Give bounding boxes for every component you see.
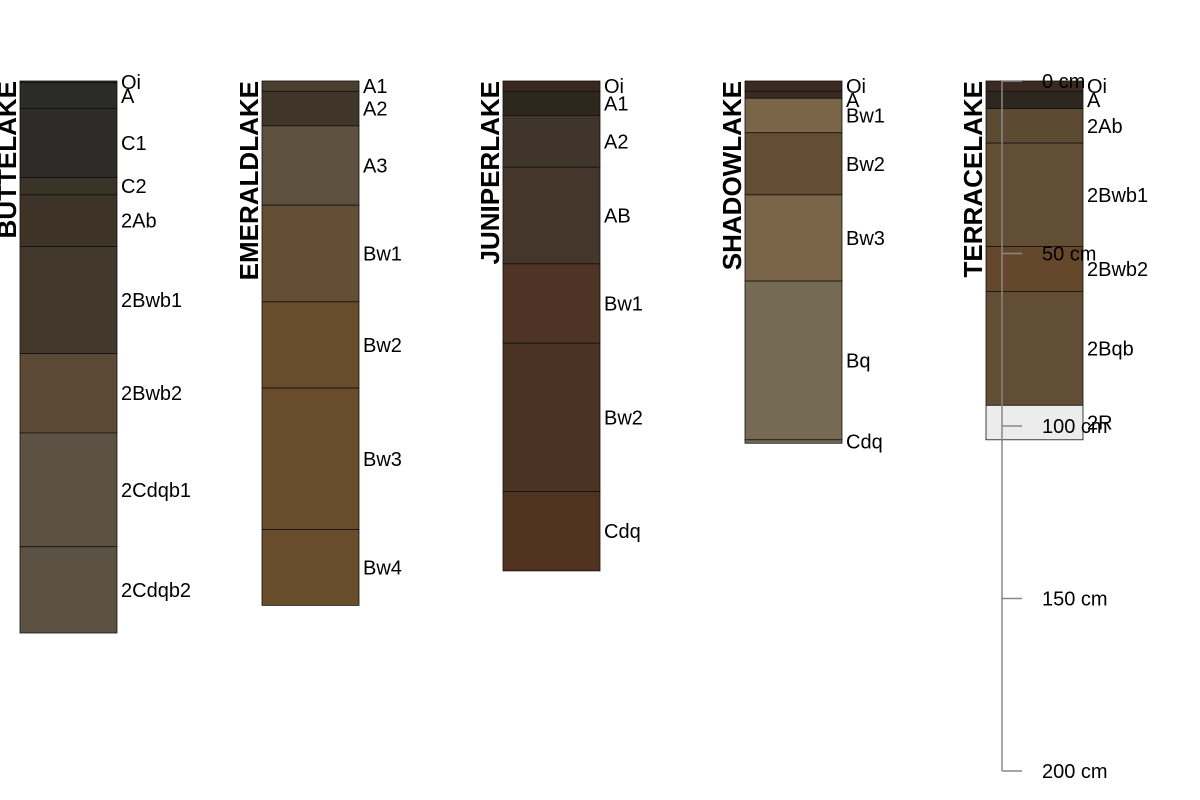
horizon-label: 2Ab <box>121 211 157 233</box>
profile-name: TERRACELAKE <box>958 81 988 277</box>
profile-name: BUTTELAKE <box>0 81 22 238</box>
horizon-shadowlake-bw2 <box>744 132 843 196</box>
horizon-emeraldlake-bw3 <box>261 387 360 530</box>
horizon-emeraldlake-a2 <box>261 90 360 127</box>
horizon-emeraldlake-bw2 <box>261 301 360 389</box>
horizon-shadowlake-bq <box>744 280 843 441</box>
horizon-label: A2 <box>363 99 387 121</box>
horizon-label: Bw2 <box>846 154 885 176</box>
horizon-label: Bw2 <box>363 335 402 357</box>
horizon-label: A <box>121 86 135 108</box>
horizon-buttelake-2bwb2 <box>19 353 118 434</box>
horizon-label: A1 <box>604 93 628 115</box>
horizon-juniperlake-bw1 <box>502 263 601 344</box>
horizon-terracelake-2bwb1 <box>985 142 1084 248</box>
horizon-shadowlake-a <box>744 90 843 99</box>
horizon-label: AB <box>604 206 631 228</box>
horizon-juniperlake-cdq <box>502 491 601 572</box>
horizon-label: 2Bwb2 <box>121 383 182 405</box>
horizon-label: Cdq <box>604 521 641 543</box>
horizon-emeraldlake-a3 <box>261 125 360 206</box>
horizon-juniperlake-a1 <box>502 90 601 116</box>
horizon-label: 2Bwb1 <box>121 290 182 312</box>
depth-tick-label: 150 cm <box>1042 589 1108 611</box>
horizon-buttelake-2cdqb2 <box>19 546 118 634</box>
horizon-label: C2 <box>121 176 147 198</box>
horizon-label: C1 <box>121 133 147 155</box>
horizon-buttelake-2bwb1 <box>19 246 118 354</box>
depth-tick-label: 100 cm <box>1042 416 1108 438</box>
horizon-label: 2Bqb <box>1087 338 1134 360</box>
horizon-emeraldlake-bw1 <box>261 204 360 303</box>
horizon-label: 2Cdqb1 <box>121 480 191 502</box>
horizon-label: Oi <box>604 76 624 98</box>
horizon-label: Bw3 <box>846 228 885 250</box>
horizon-label: 2Bwb2 <box>1087 259 1148 281</box>
horizon-juniperlake-ab <box>502 166 601 265</box>
horizon-shadowlake-bw1 <box>744 97 843 134</box>
horizon-terracelake-2ab <box>985 108 1084 144</box>
depth-tick-label: 50 cm <box>1042 244 1096 266</box>
horizon-buttelake-a <box>19 82 118 109</box>
profile-name: JUNIPERLAKE <box>475 81 505 264</box>
horizon-label: Bq <box>846 350 870 372</box>
horizon-label: Oi <box>846 76 866 98</box>
horizon-label: 2Bwb1 <box>1087 185 1148 207</box>
horizon-label: Bw4 <box>363 557 402 579</box>
profile-name: SHADOWLAKE <box>717 81 747 270</box>
horizon-buttelake-2ab <box>19 194 118 248</box>
horizon-shadowlake-cdq <box>744 439 843 444</box>
horizon-terracelake-a <box>985 90 1084 109</box>
horizon-label: Bw1 <box>363 244 402 266</box>
horizon-buttelake-c2 <box>19 177 118 196</box>
horizon-label: A3 <box>363 156 387 178</box>
profile-name: EMERALDLAKE <box>234 81 264 280</box>
horizon-label: Oi <box>121 72 141 94</box>
horizon-label: A <box>1087 90 1101 112</box>
horizon-shadowlake-bw3 <box>744 194 843 282</box>
depth-tick-label: 200 cm <box>1042 761 1108 783</box>
horizon-label: Bw1 <box>846 106 885 128</box>
horizon-emeraldlake-bw4 <box>261 529 360 606</box>
horizon-label: Oi <box>1087 76 1107 98</box>
horizon-label: 2Cdqb2 <box>121 580 191 602</box>
depth-tick-label: 0 cm <box>1042 71 1085 93</box>
horizon-buttelake-c1 <box>19 108 118 178</box>
horizon-label: A1 <box>363 76 387 98</box>
horizon-label: Cdq <box>846 432 883 454</box>
horizon-buttelake-2cdqb1 <box>19 432 118 548</box>
horizon-label: Bw1 <box>604 294 643 316</box>
horizon-juniperlake-bw2 <box>502 342 601 492</box>
horizon-label: A <box>846 90 860 112</box>
horizon-juniperlake-a2 <box>502 115 601 168</box>
horizon-terracelake-2bqb <box>985 291 1084 406</box>
horizon-juniperlake-oi <box>502 80 601 92</box>
horizon-label: A2 <box>604 131 628 153</box>
horizon-label: Bw2 <box>604 407 643 429</box>
horizon-label: Bw3 <box>363 449 402 471</box>
horizon-shadowlake-oi <box>744 80 843 92</box>
horizon-label: 2Ab <box>1087 116 1123 138</box>
horizon-label: 2R <box>1087 413 1113 435</box>
horizon-emeraldlake-a1 <box>261 80 360 92</box>
